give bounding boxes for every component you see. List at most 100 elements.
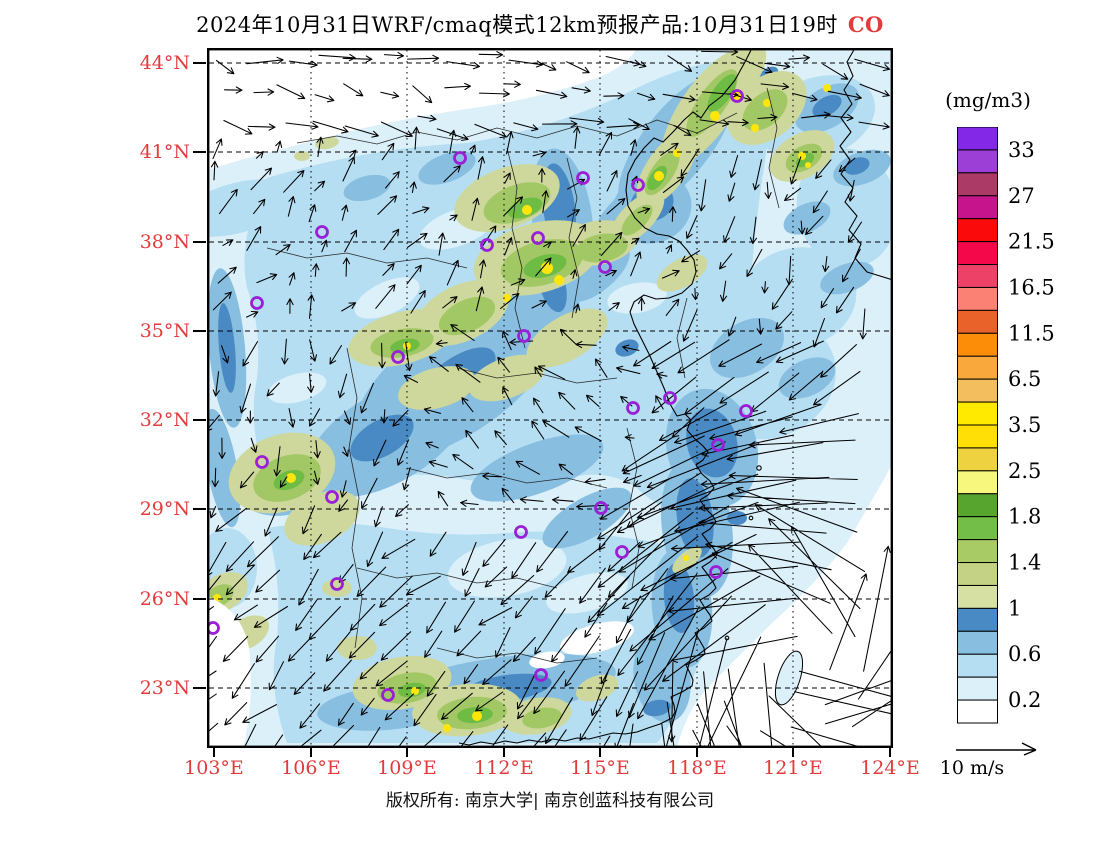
map-canvas: [207, 48, 893, 748]
lon-tick-mark: [599, 748, 601, 757]
legend-color-swatch: [957, 447, 998, 472]
city-marker: [517, 329, 531, 343]
city-marker: [576, 171, 590, 185]
city-marker: [325, 490, 339, 504]
legend-color-swatch: [957, 699, 998, 724]
lat-tick-label: 41°N: [139, 141, 190, 163]
legend-color-swatch: [957, 127, 998, 151]
legend-color-swatch: [957, 401, 998, 426]
legend-level-label: 33: [1008, 138, 1035, 162]
legend-color-swatch: [957, 241, 998, 266]
legend-color-swatch: [957, 332, 998, 357]
lon-tick-label: 115°E: [570, 757, 630, 779]
legend-level-label: 1: [1008, 596, 1021, 620]
legend-color-swatch: [957, 195, 998, 220]
wind-scale-arrow: [956, 742, 1037, 756]
wind-vector-arrows: [207, 48, 893, 748]
legend-color-swatch: [957, 539, 998, 564]
city-marker: [598, 260, 612, 274]
lat-tick-mark: [193, 508, 206, 510]
legend-color-swatch: [957, 584, 998, 609]
legend-level-label: 2.5: [1008, 459, 1041, 483]
city-marker: [711, 438, 725, 452]
lon-tick-label: 106°E: [281, 757, 341, 779]
lon-tick-label: 103°E: [184, 757, 244, 779]
lat-tick-mark: [193, 687, 206, 689]
legend-color-swatch: [957, 378, 998, 403]
wind-arrow-field: [207, 48, 893, 748]
lon-tick-mark: [213, 748, 215, 757]
lat-tick-label: 29°N: [139, 498, 190, 520]
legend-color-swatch: [957, 424, 998, 449]
lon-tick-mark: [792, 748, 794, 757]
legend-color-swatch: [957, 309, 998, 334]
legend-color-swatch: [957, 218, 998, 243]
legend-color-swatch: [957, 470, 998, 495]
copyright-text: 版权所有: 南京大学| 南京创蓝科技有限公司: [385, 791, 715, 811]
lat-tick-label: 32°N: [139, 409, 190, 431]
forecast-map: [207, 48, 893, 748]
lat-tick-mark: [193, 419, 206, 421]
city-marker: [709, 565, 723, 579]
legend-color-swatch: [957, 149, 998, 174]
legend-color-swatch: [957, 607, 998, 632]
city-marker: [534, 668, 548, 682]
legend-color-swatch: [957, 630, 998, 655]
legend-level-label: 0.2: [1008, 688, 1041, 712]
coastline: [458, 48, 893, 746]
city-marker: [381, 688, 395, 702]
legend-color-swatch: [957, 355, 998, 380]
legend-level-label: 27: [1008, 184, 1035, 208]
legend-color-swatch: [957, 264, 998, 288]
legend-level-label: 1.4: [1008, 551, 1041, 575]
wind-scale-label: 10 m/s: [939, 757, 1005, 779]
legend-color-swatch: [957, 493, 998, 518]
city-marker: [250, 296, 264, 310]
lon-tick-label: 124°E: [860, 757, 920, 779]
city-marker: [315, 225, 329, 239]
legend-level-label: 16.5: [1008, 275, 1055, 299]
lat-tick-mark: [193, 151, 206, 153]
lat-tick-mark: [193, 330, 206, 332]
lat-tick-mark: [193, 62, 206, 64]
legend-level-label: 3.5: [1008, 413, 1041, 437]
map-frame: [207, 48, 893, 748]
lat-tick-label: 23°N: [139, 677, 190, 699]
city-marker: [663, 391, 677, 405]
title-species-co: CO: [847, 12, 884, 37]
city-marker: [391, 350, 405, 364]
city-marker: [626, 401, 640, 415]
legend-color-swatch: [957, 172, 998, 197]
legend-level-label: 0.6: [1008, 642, 1041, 666]
lat-tick-label: 35°N: [139, 320, 190, 342]
lat-tick-label: 44°N: [139, 52, 190, 74]
legend-color-swatch: [957, 653, 998, 678]
lon-tick-label: 121°E: [763, 757, 823, 779]
city-marker: [480, 238, 494, 252]
legend-level-label: 1.8: [1008, 505, 1041, 529]
lon-tick-mark: [310, 748, 312, 757]
city-marker: [514, 525, 528, 539]
lat-tick-label: 26°N: [139, 588, 190, 610]
city-marker: [330, 577, 344, 591]
city-marker: [615, 545, 629, 559]
lat-lon-gridlines: [209, 50, 891, 746]
city-marker: [531, 231, 545, 245]
lon-tick-mark: [406, 748, 408, 757]
page-title: 2024年10月31日WRF/cmaq模式12km预报产品:10月31日19时 C…: [20, 9, 1060, 39]
lon-tick-mark: [889, 748, 891, 757]
legend-color-swatch: [957, 562, 998, 586]
legend-level-label: 6.5: [1008, 367, 1041, 391]
lat-tick-label: 38°N: [139, 231, 190, 253]
city-marker: [730, 89, 744, 103]
legend-units-label: (mg/m3): [945, 88, 1031, 112]
lon-tick-label: 118°E: [667, 757, 727, 779]
lon-tick-mark: [696, 748, 698, 757]
city-markers: [207, 89, 753, 702]
title-text: 2024年10月31日WRF/cmaq模式12km预报产品:10月31日19时: [196, 13, 838, 37]
legend-color-swatch: [957, 286, 998, 311]
lat-tick-mark: [193, 241, 206, 243]
legend-level-label: 11.5: [1008, 321, 1055, 345]
city-marker: [453, 151, 467, 165]
